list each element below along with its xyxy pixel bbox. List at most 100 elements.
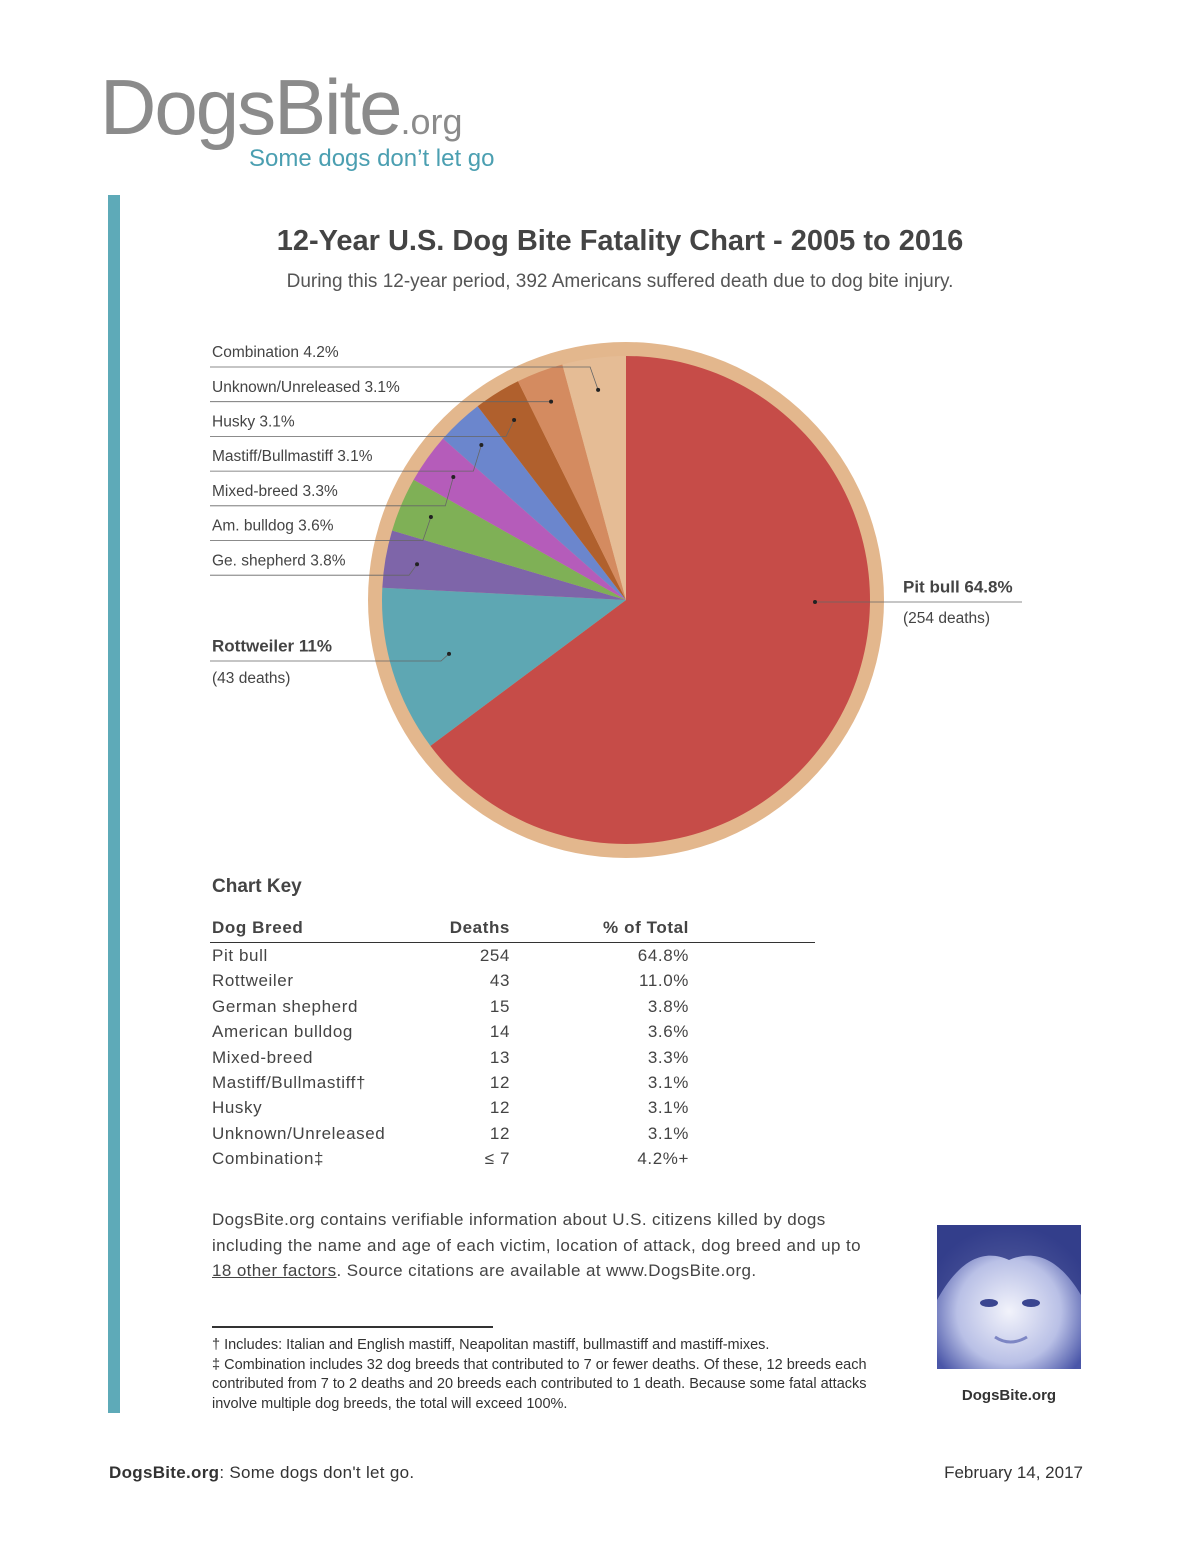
table-row: Husky 12 3.1% — [210, 1098, 815, 1122]
table-row: Mastiff/Bullmastiff† 12 3.1% — [210, 1073, 815, 1097]
pie-slice — [382, 587, 626, 746]
side-bar — [108, 195, 120, 1413]
logo-suffix: .org — [400, 101, 463, 142]
footnote-rule — [212, 1326, 493, 1328]
leader-line — [210, 476, 454, 507]
slice-label: Combination 4.2% — [212, 344, 339, 361]
slice-label: Mastiff/Bullmastiff 3.1% — [212, 448, 373, 465]
table-row: Unknown/Unreleased 12 3.1% — [210, 1124, 815, 1148]
slice-label: Ge. shepherd 3.8% — [212, 552, 346, 569]
pie-slice — [392, 479, 626, 600]
table-cell: Mastiff/Bullmastiff† — [212, 1073, 367, 1092]
pie-slice — [477, 381, 626, 600]
pie-slice — [413, 438, 626, 600]
table-row: Mixed-breed 13 3.3% — [210, 1048, 815, 1072]
leader-dot — [479, 443, 484, 448]
pie-slice — [382, 530, 626, 600]
table-cell: Combination‡ — [212, 1149, 325, 1169]
table-cell: Husky — [212, 1098, 263, 1118]
table-cell: 64.8% — [637, 946, 689, 965]
leader-line — [210, 653, 450, 662]
table-cell: Rottweiler — [212, 971, 294, 991]
table-cell: 3.1% — [647, 1098, 689, 1118]
table-cell: German shepherd — [212, 996, 359, 1016]
table-header-cell: Deaths — [449, 918, 510, 937]
photo — [937, 1225, 1081, 1369]
table-cell: Pit bull — [212, 946, 268, 965]
table-cell: 254 — [479, 946, 510, 965]
table-title: Chart Key — [212, 876, 302, 897]
table-cell: 4.2%+ — [637, 1149, 689, 1169]
table-cell: 12 — [489, 1123, 510, 1143]
table-cell: 3.3% — [647, 1047, 689, 1067]
leader-line — [210, 366, 599, 390]
logo-name: DogsBite — [100, 63, 402, 151]
table-cell: 12 — [489, 1073, 510, 1092]
footer-tagline: : Some dogs don't let go. — [219, 1463, 415, 1482]
slice-label: Am. bulldog 3.6% — [212, 518, 334, 535]
paragraph-text: DogsBite.org contains verifiable informa… — [212, 1210, 861, 1255]
table-cell: 3.1% — [647, 1123, 689, 1143]
table-cell: 3.8% — [647, 996, 689, 1016]
pie-slice — [442, 406, 626, 600]
leader-dot — [415, 562, 420, 567]
table-cell: Unknown/Unreleased — [212, 1123, 386, 1143]
table-cell: 12 — [489, 1098, 510, 1118]
annotation: (43 deaths) — [212, 670, 290, 687]
table-header-cell: % of Total — [603, 918, 689, 937]
logo-tagline: Some dogs don’t let go — [249, 145, 495, 172]
annotation: (254 deaths) — [903, 610, 990, 627]
photo-caption: DogsBite.org — [961, 1387, 1057, 1404]
footnote: † Includes: Italian and English mastiff,… — [212, 1337, 770, 1353]
slice-label: Husky 3.1% — [212, 413, 295, 430]
table-cell: ≤ 7 — [484, 1149, 510, 1169]
leader-dot — [451, 475, 456, 480]
paragraph-text: . Source citations are available at www.… — [336, 1261, 757, 1280]
pie-slice — [430, 356, 870, 844]
table-cell: 15 — [489, 996, 510, 1016]
leader-line — [210, 444, 482, 472]
leader-dot — [512, 417, 517, 422]
table-row: American bulldog 14 3.6% — [210, 1022, 815, 1046]
table-cell: 3.6% — [647, 1022, 689, 1042]
leader-dot — [428, 515, 433, 520]
table-row: Pit bull 254 64.8% — [210, 946, 815, 970]
table-cell: 13 — [489, 1047, 510, 1067]
leader-line — [210, 419, 515, 437]
logo: DogsBite.org — [100, 62, 463, 153]
table-cell: 3.1% — [647, 1073, 689, 1092]
leader-dot — [813, 600, 817, 604]
footer-date: February 14, 2017 — [944, 1463, 1083, 1482]
footer-brand: DogsBite.org — [109, 1463, 220, 1482]
slice-label: Pit bull 64.8% — [903, 577, 1013, 596]
link[interactable]: 18 other factors — [212, 1261, 337, 1280]
chart-subtitle: During this 12-year period, 392 American… — [286, 271, 954, 292]
footnotes: † Includes: Italian and English mastiff,… — [212, 1336, 872, 1414]
pie-slice — [562, 356, 626, 600]
leader-dot — [549, 399, 554, 404]
leader-dot — [447, 651, 452, 656]
footer-left: DogsBite.org: Some dogs don't let go. — [109, 1463, 414, 1483]
slice-label: Unknown/Unreleased 3.1% — [212, 379, 400, 396]
table-cell: 43 — [489, 971, 510, 991]
table-row: German shepherd 15 3.8% — [210, 997, 815, 1021]
table-cell: American bulldog — [212, 1022, 353, 1042]
table-row: Combination‡ ≤ 7 4.2%+ — [210, 1149, 815, 1173]
pie-chart: Pit bull 64.8% Rottweiler 11% Ge. shepherd… — [210, 342, 1022, 858]
leader-line — [210, 563, 418, 576]
table-header-cell: Dog Breed — [212, 918, 304, 937]
table-header: Dog Breed Deaths % of Total — [210, 918, 815, 943]
footnote: ‡ Combination includes 32 dog breeds tha… — [212, 1356, 867, 1412]
paragraph: DogsBite.org contains verifiable informa… — [212, 1207, 882, 1284]
table-row: Rottweiler 43 11.0% — [210, 971, 815, 995]
slice-label: Rottweiler 11% — [212, 636, 332, 655]
leader-dot — [596, 387, 601, 392]
pie-slice — [517, 364, 626, 600]
chart-title: 12-Year U.S. Dog Bite Fatality Chart - 2… — [276, 225, 964, 257]
table-cell: 11.0% — [639, 971, 689, 991]
slice-label: Mixed-breed 3.3% — [212, 483, 338, 500]
table-cell: Mixed-breed — [212, 1047, 314, 1067]
table-cell: 14 — [489, 1022, 510, 1042]
leader-line — [210, 516, 432, 541]
